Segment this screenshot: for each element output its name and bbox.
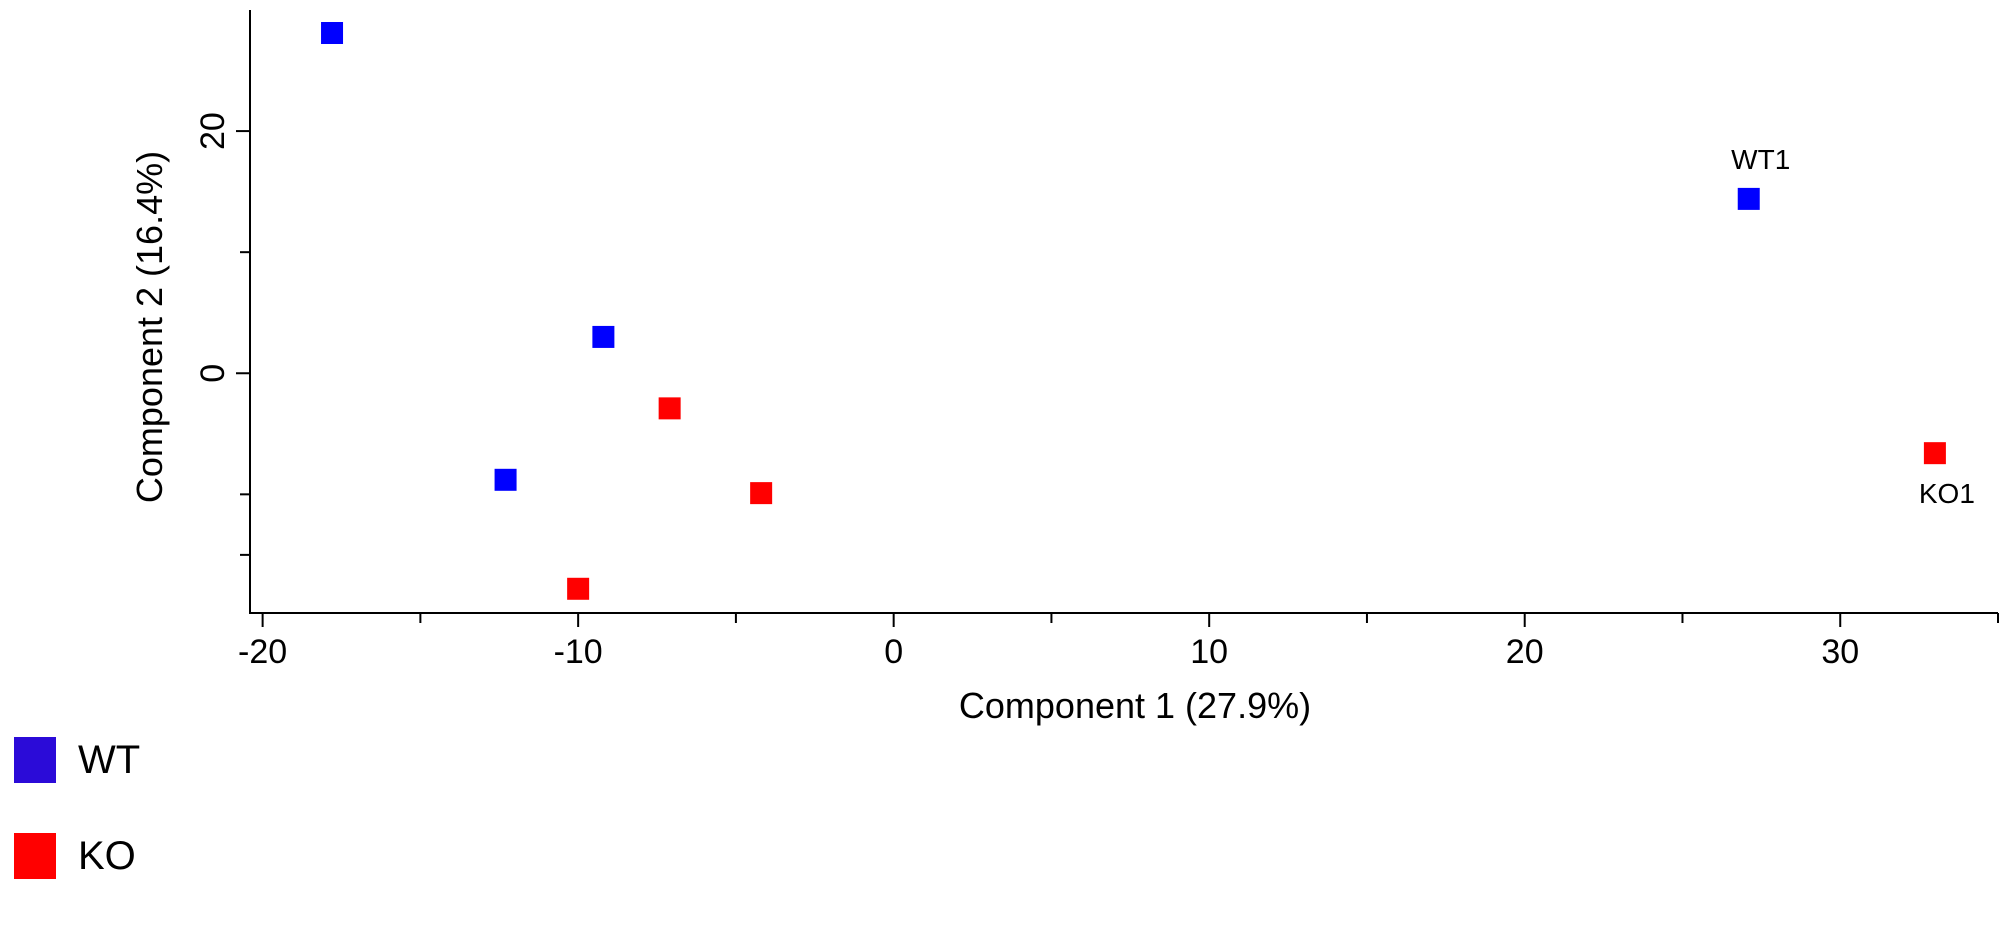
legend-label-wt: WT: [78, 737, 141, 782]
point-wt: [321, 22, 344, 45]
y-axis-title: Component 2 (16.4%): [129, 151, 170, 503]
x-tick-label: 0: [884, 633, 903, 671]
point-label-wt1: WT1: [1731, 144, 1790, 175]
legend-item-wt: WT: [14, 735, 140, 785]
x-tick-label: -20: [238, 633, 287, 671]
x-tick-label: 10: [1190, 633, 1228, 671]
point-label-ko1: KO1: [1919, 478, 1975, 509]
pca-scatter-plot: -20 -10 0 10 20 30 0 20 WT1 KO1 Component 1 (27.…: [129, 10, 1999, 726]
x-tick-label: 30: [1821, 633, 1859, 671]
x-tick-label: 20: [1506, 633, 1544, 671]
legend-item-ko: KO: [14, 831, 140, 881]
axis-ticks: -20 -10 0 10 20 30 0 20: [194, 112, 1999, 671]
x-tick-label: -10: [554, 633, 603, 671]
legend-swatch-wt: [14, 737, 56, 783]
data-points: WT1 KO1: [321, 22, 1975, 600]
point-ko: [658, 397, 681, 420]
axes: [249, 10, 1998, 614]
point-wt: [1737, 187, 1760, 210]
legend-swatch-ko: [14, 833, 56, 879]
point-ko: [750, 482, 773, 505]
x-axis-title: Component 1 (27.9%): [959, 685, 1311, 726]
point-wt: [592, 325, 615, 348]
point-wt: [494, 468, 517, 491]
point-ko: [567, 577, 590, 600]
y-tick-label: 20: [194, 112, 232, 150]
legend-label-ko: KO: [78, 833, 136, 878]
y-tick-label: 0: [194, 364, 232, 383]
legend: WT KO: [14, 735, 140, 927]
point-ko: [1923, 442, 1946, 465]
